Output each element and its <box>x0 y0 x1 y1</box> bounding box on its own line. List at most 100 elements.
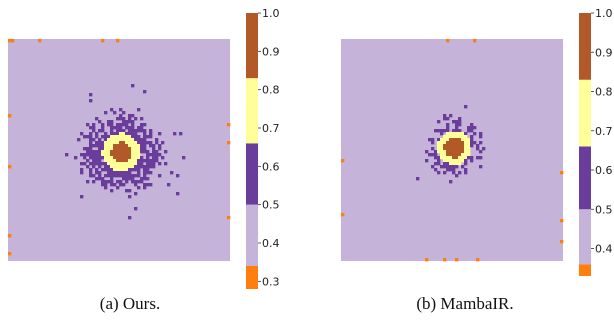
heatmap-cell <box>134 129 138 133</box>
heatmap-cell <box>455 141 459 145</box>
heatmap-cell <box>128 168 132 172</box>
heatmap-cell <box>146 171 150 175</box>
heatmap-cell <box>110 126 114 130</box>
heatmap-cell <box>8 39 12 43</box>
heatmap-cell <box>449 147 453 151</box>
heatmap-cell <box>443 159 447 163</box>
heatmap-cell <box>146 183 150 187</box>
heatmap-cell <box>107 159 111 163</box>
colorbar-segment <box>246 204 258 266</box>
heatmap-cell <box>89 93 93 97</box>
heatmap-cell <box>110 150 114 154</box>
heatmap-cell <box>125 132 129 136</box>
heatmap-cell <box>122 135 126 139</box>
heatmap-cell <box>146 150 150 154</box>
heatmap-cell <box>116 141 120 145</box>
heatmap-cell <box>140 165 144 169</box>
heatmap-cell <box>119 165 123 169</box>
heatmap-cell <box>440 138 444 142</box>
heatmap-cell <box>125 123 129 127</box>
heatmap-cell <box>146 153 150 157</box>
heatmap-cell <box>107 150 111 154</box>
heatmap-cell <box>95 177 99 181</box>
heatmap-cell <box>134 132 138 136</box>
heatmap-cell <box>98 165 102 169</box>
heatmap-cell <box>458 159 462 163</box>
heatmap-cell <box>119 135 123 139</box>
heatmap-cell <box>128 147 132 151</box>
heatmap-cell <box>104 174 108 178</box>
heatmap-cell <box>116 168 120 172</box>
heatmap-cell <box>8 114 12 118</box>
heatmap-cell <box>443 129 447 133</box>
heatmap-cell <box>449 141 453 145</box>
heatmap-cell <box>473 39 477 43</box>
heatmap-cell <box>110 180 114 184</box>
heatmap-cell <box>227 141 231 145</box>
heatmap-cell <box>137 159 141 163</box>
heatmap-cell <box>119 156 123 160</box>
heatmap-cells <box>341 39 564 262</box>
heatmap-cell <box>134 153 138 157</box>
heatmap-cell <box>137 162 141 166</box>
heatmap-cell <box>182 156 186 160</box>
heatmap-cell <box>134 147 138 151</box>
heatmap-cell <box>455 132 459 136</box>
heatmap-cell <box>461 147 465 151</box>
heatmap-cell <box>80 132 84 136</box>
heatmap-cell <box>131 150 135 154</box>
heatmap-cell <box>149 159 153 163</box>
heatmap-cell <box>479 141 483 145</box>
heatmap-cell <box>107 144 111 148</box>
heatmap-cell <box>101 126 105 130</box>
heatmap-cell <box>119 183 123 187</box>
heatmap-cell <box>110 120 114 124</box>
heatmap-cell <box>140 150 144 154</box>
heatmap-cell <box>131 129 135 133</box>
heatmap-cell <box>137 174 141 178</box>
heatmap-cell <box>104 132 108 136</box>
heatmap-cell <box>143 90 147 94</box>
heatmap-cell <box>155 156 159 160</box>
heatmap-cell <box>476 147 480 151</box>
heatmap-cell <box>158 162 162 166</box>
heatmap-cell <box>479 150 483 154</box>
heatmap-cell <box>137 129 141 133</box>
heatmap-cell <box>104 186 108 190</box>
heatmap-cell <box>113 156 117 160</box>
heatmap-cell <box>446 132 450 136</box>
heatmap-cell <box>155 141 159 145</box>
heatmap-cell <box>83 147 87 151</box>
heatmap-cell <box>476 258 480 262</box>
heatmap-cell <box>119 126 123 130</box>
heatmap-cell <box>107 135 111 139</box>
heatmap-cell <box>458 171 462 175</box>
heatmap-cell <box>149 165 153 169</box>
heatmap-cell <box>464 168 468 172</box>
heatmap-cell <box>110 168 114 172</box>
heatmap-cells <box>8 39 231 256</box>
heatmap-cell <box>452 132 456 136</box>
heatmap-cell <box>92 159 96 163</box>
heatmap-cell <box>146 162 150 166</box>
heatmap-cell <box>449 168 453 172</box>
heatmap-cell <box>560 219 564 223</box>
heatmap-cell <box>119 159 123 163</box>
heatmap-cell <box>140 138 144 142</box>
heatmap-cell <box>470 126 474 130</box>
heatmap-cell <box>92 129 96 133</box>
heatmap-cell <box>86 153 90 157</box>
heatmap-cell <box>107 138 111 142</box>
heatmap-cell <box>119 144 123 148</box>
heatmap-cell <box>155 138 159 142</box>
heatmap-cell <box>140 126 144 130</box>
heatmap-cell <box>122 123 126 127</box>
heatmap-cell <box>341 159 345 163</box>
heatmap-cell <box>449 165 453 169</box>
heatmap-cell <box>137 171 141 175</box>
colorbar-segment <box>579 79 591 147</box>
heatmap-cell <box>131 162 135 166</box>
heatmap-cell <box>455 120 459 124</box>
heatmap-cell <box>95 168 99 172</box>
heatmap-cell <box>98 162 102 166</box>
